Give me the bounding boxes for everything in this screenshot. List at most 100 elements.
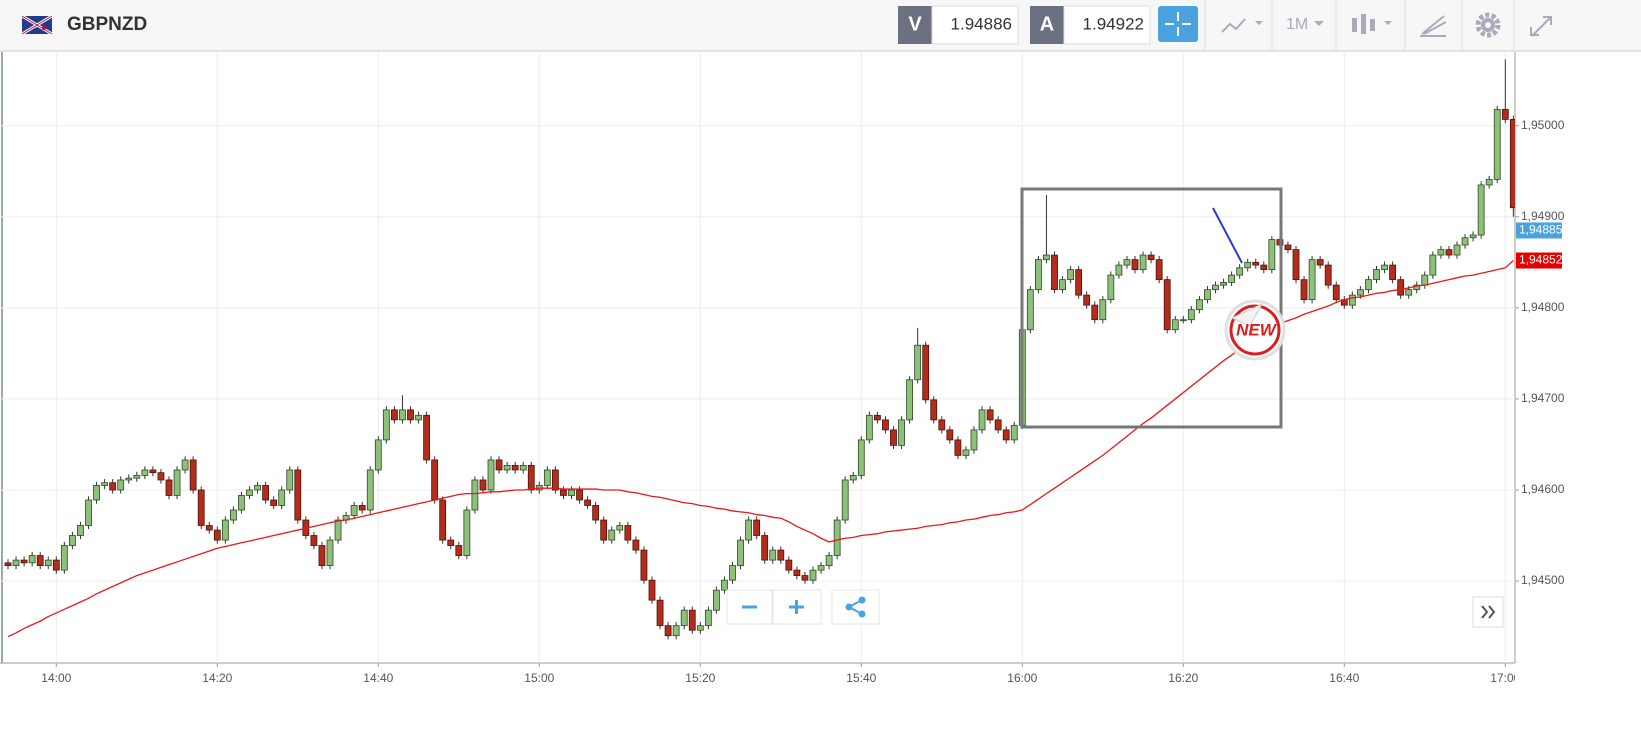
candle-body — [1437, 249, 1445, 256]
candle-body — [1155, 259, 1163, 281]
candle-body — [77, 525, 84, 536]
share-button[interactable] — [831, 589, 880, 625]
candle-body — [1099, 299, 1107, 321]
candle-body — [600, 519, 608, 541]
candle-body — [109, 482, 117, 491]
candle-body — [946, 429, 954, 441]
candle-body — [447, 539, 455, 546]
bid-button[interactable] — [898, 6, 932, 44]
candle-body — [1461, 237, 1469, 246]
zoom-out-button[interactable] — [726, 589, 773, 625]
candle-body — [801, 575, 809, 581]
candle-body — [262, 485, 270, 501]
candle-body — [93, 485, 100, 501]
candle-body — [1429, 254, 1437, 276]
candle-body — [656, 599, 664, 627]
x-tick-label: 16:40 — [1329, 671, 1359, 685]
candle-body — [664, 625, 672, 637]
candle-body — [584, 499, 591, 506]
candle-body — [1469, 234, 1477, 239]
candle-body — [809, 569, 817, 581]
candle-body — [1501, 108, 1509, 120]
candle-body — [914, 344, 922, 381]
candle-body — [753, 519, 761, 536]
x-tick-label: 15:00 — [524, 671, 554, 685]
settings-button[interactable] — [1475, 12, 1501, 38]
candle-body — [592, 505, 600, 521]
candle-body — [101, 482, 108, 486]
x-tick-label: 14:00 — [41, 671, 71, 685]
ask-label: A — [1040, 13, 1054, 35]
candle-body — [310, 535, 318, 546]
candle-body — [511, 465, 519, 471]
axes: 1,94500 1,94600 1,94700 1,94800 1,94900 1,950… — [1515, 118, 1565, 587]
candle-body — [1204, 289, 1211, 301]
candle-body — [1477, 184, 1485, 236]
candle-body — [1244, 261, 1252, 269]
candle-body — [366, 469, 374, 511]
crosshair-button[interactable] — [1158, 6, 1198, 42]
candle-body — [1123, 259, 1131, 266]
candle-body — [439, 499, 447, 541]
candle-body — [455, 545, 463, 556]
candle-body — [1059, 279, 1066, 291]
candle-body — [527, 465, 535, 491]
candle-body — [640, 549, 648, 581]
candle-body — [1453, 244, 1461, 256]
candle-body — [1348, 294, 1356, 306]
scroll-to-end-button[interactable] — [1472, 596, 1504, 628]
candle-body — [20, 559, 28, 564]
new-badge: NEW — [1224, 299, 1286, 361]
candle-body — [1171, 319, 1179, 331]
candle-body — [133, 475, 141, 479]
fullscreen-button[interactable] — [1530, 16, 1552, 37]
price-marker — [1516, 252, 1562, 269]
candle-body — [1509, 118, 1515, 209]
candle-body — [1147, 254, 1155, 261]
candle-body — [1252, 261, 1260, 266]
candle-body — [479, 479, 487, 491]
timeframe-arrow — [1314, 21, 1324, 26]
candle-body — [1163, 279, 1171, 331]
candle-body — [181, 459, 189, 471]
candle-body — [1389, 264, 1396, 281]
x-axis-labels: 14:00 14:20 14:40 15:00 15:20 15:40 16:00 16:20… — [41, 663, 1515, 685]
ask-box — [1063, 5, 1151, 45]
candle-body — [141, 469, 149, 476]
candle-body — [1300, 279, 1308, 301]
candle-body — [978, 409, 986, 431]
candle-body — [382, 409, 390, 441]
candle-body — [1228, 274, 1235, 283]
candle-body — [696, 625, 704, 631]
candle-body — [704, 609, 712, 627]
candle-body — [431, 459, 439, 501]
indicator-button[interactable] — [1221, 18, 1263, 33]
candle-body — [608, 529, 616, 541]
candle-body — [1421, 274, 1429, 286]
draw-button[interactable] — [1420, 15, 1447, 37]
candle-body — [1332, 284, 1340, 301]
candle-body — [1091, 304, 1099, 321]
candle-body — [1010, 424, 1018, 441]
candle-body — [986, 409, 994, 421]
candle-body — [841, 479, 849, 521]
ask-price: 1.94922 — [1083, 14, 1144, 33]
candle-body — [865, 414, 873, 441]
candle-body — [399, 409, 406, 421]
candle-body — [1107, 274, 1115, 301]
ask-button[interactable] — [1030, 6, 1064, 44]
candle-body — [1051, 254, 1058, 291]
candle-body — [624, 525, 632, 541]
zoom-in-button[interactable] — [772, 589, 822, 625]
candle-body — [1115, 264, 1123, 276]
candle-body — [60, 545, 68, 571]
trend-line — [1212, 207, 1243, 264]
x-tick-label: 16:20 — [1168, 671, 1198, 685]
chart-type-button[interactable] — [1352, 14, 1392, 34]
timeframe[interactable]: 1M — [1286, 16, 1308, 33]
candle-body — [761, 535, 769, 561]
candle-body — [1026, 289, 1034, 331]
candle-body — [616, 525, 624, 531]
candle-body — [713, 589, 720, 611]
candle-body — [849, 475, 857, 481]
